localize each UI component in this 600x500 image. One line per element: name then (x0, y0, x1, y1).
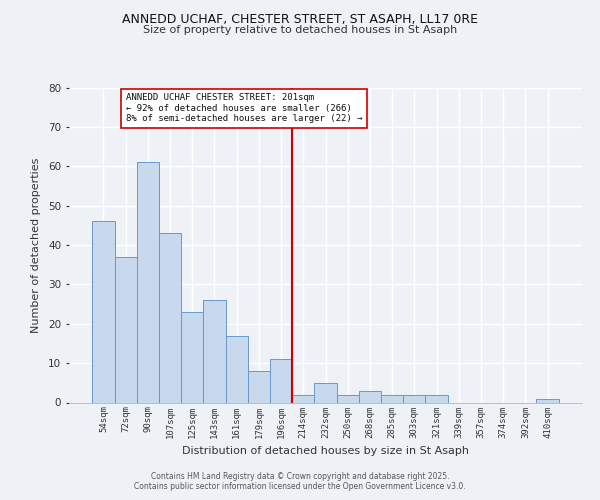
Bar (181, 312, 203, 402)
Bar (115, 257, 137, 402)
Bar (92, 222, 115, 402)
Bar (137, 162, 159, 402)
Bar (292, 394, 314, 402)
Bar (226, 336, 248, 402)
Bar (381, 394, 403, 402)
Text: ANNEDD UCHAF CHESTER STREET: 201sqm
← 92% of detached houses are smaller (266)
8: ANNEDD UCHAF CHESTER STREET: 201sqm ← 92… (125, 94, 362, 123)
Bar (270, 359, 292, 403)
Y-axis label: Number of detached properties: Number of detached properties (31, 158, 41, 332)
Bar (536, 398, 559, 402)
Bar (359, 390, 381, 402)
Bar (203, 300, 226, 402)
Bar (314, 383, 337, 402)
Text: Contains public sector information licensed under the Open Government Licence v3: Contains public sector information licen… (134, 482, 466, 491)
Bar (248, 371, 270, 402)
Bar (337, 394, 359, 402)
Bar (425, 394, 448, 402)
Bar (159, 233, 181, 402)
X-axis label: Distribution of detached houses by size in St Asaph: Distribution of detached houses by size … (182, 446, 469, 456)
Bar (403, 394, 425, 402)
Text: Contains HM Land Registry data © Crown copyright and database right 2025.: Contains HM Land Registry data © Crown c… (151, 472, 449, 481)
Text: Size of property relative to detached houses in St Asaph: Size of property relative to detached ho… (143, 25, 457, 35)
Text: ANNEDD UCHAF, CHESTER STREET, ST ASAPH, LL17 0RE: ANNEDD UCHAF, CHESTER STREET, ST ASAPH, … (122, 12, 478, 26)
